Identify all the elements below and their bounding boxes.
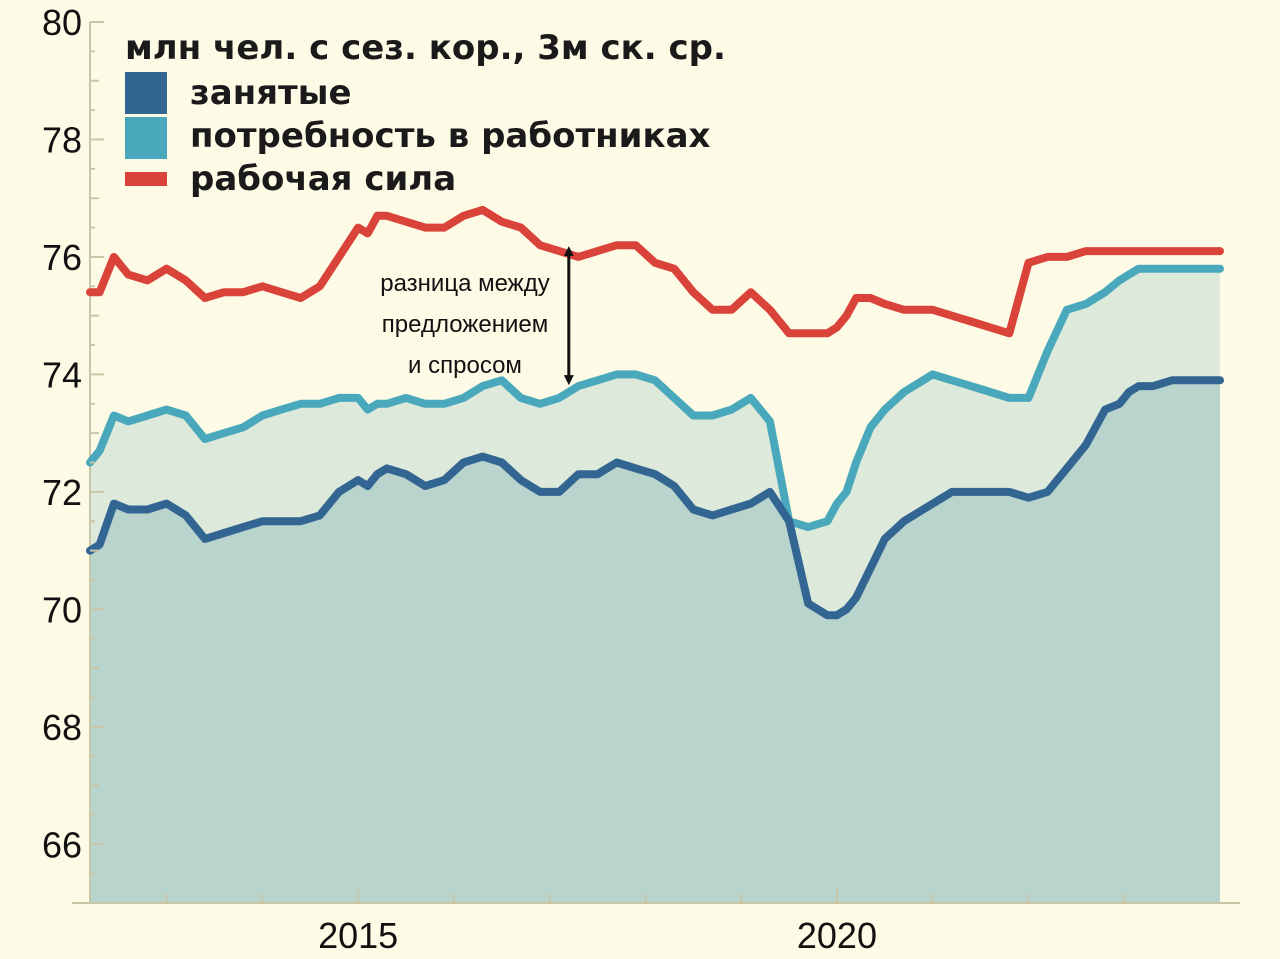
legend-swatch-demand — [125, 117, 167, 159]
y-tick-label: 80 — [42, 2, 82, 43]
y-tick-label: 70 — [42, 589, 82, 630]
y-tick-label: 72 — [42, 472, 82, 513]
series-lines — [86, 205, 1224, 620]
annotation-line-1: разница между — [380, 270, 550, 297]
line-labor-force — [86, 205, 1224, 338]
legend-label-labor-force: рабочая сила — [190, 159, 456, 199]
y-tick-label: 74 — [42, 354, 82, 395]
y-ticks: 66 68 70 72 74 76 78 80 — [42, 2, 104, 904]
gap-annotation: разница между предложением и спросом — [380, 246, 574, 386]
line-demand — [86, 264, 1224, 532]
area-employed — [90, 380, 1220, 903]
y-tick-label: 78 — [42, 119, 82, 160]
x-ticks: 2015 2020 — [165, 889, 1126, 956]
x-tick-label: 2020 — [797, 915, 877, 956]
y-tick-label: 66 — [42, 824, 82, 865]
y-tick-label: 68 — [42, 707, 82, 748]
legend-label-employed: занятые — [190, 73, 352, 113]
x-tick-label: 2015 — [318, 915, 398, 956]
legend: млн чел. с сез. кор., 3м ск. ср. занятые… — [125, 28, 726, 199]
legend-label-demand: потребность в работниках — [190, 116, 711, 156]
area-fills — [90, 268, 1220, 903]
line-employed — [86, 376, 1224, 620]
annotation-line-2: предложением — [382, 311, 548, 338]
legend-swatch-employed — [125, 72, 167, 114]
chart-title: млн чел. с сез. кор., 3м ск. ср. — [125, 28, 726, 68]
y-tick-label: 76 — [42, 237, 82, 278]
legend-swatch-labor-force — [125, 172, 167, 186]
annotation-line-3: и спросом — [408, 352, 522, 379]
area-demand-gap — [90, 268, 1220, 616]
